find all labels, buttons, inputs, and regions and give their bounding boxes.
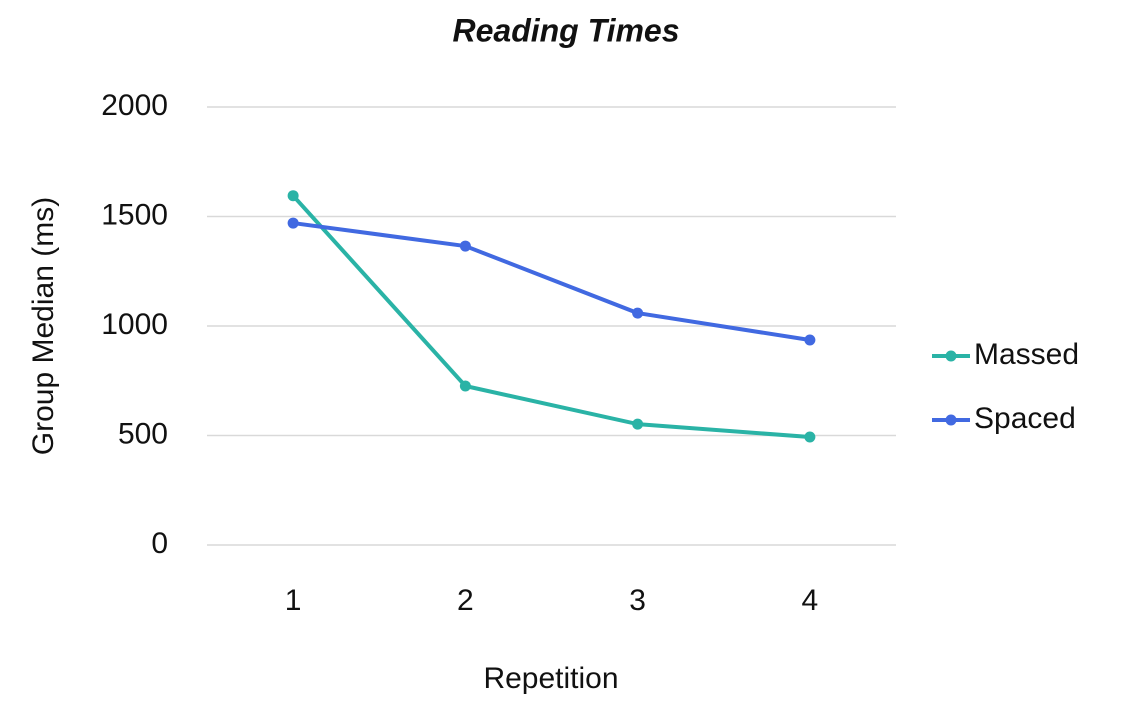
y-axis-title: Group Median (ms) [27,197,60,455]
point [287,190,299,202]
x-axis-title: Repetition [483,662,618,695]
x-tick-label: 1 [285,584,302,617]
x-tick-label: 4 [802,584,819,617]
series-line [291,194,811,440]
y-tick-label: 500 [118,417,168,450]
point [459,380,471,392]
y-tick-label: 1500 [101,198,168,231]
point [459,240,471,252]
legend-marker [945,414,957,426]
x-tick-label: 3 [629,584,646,617]
point [804,431,816,443]
series-line [292,221,811,342]
legend-label: Massed [974,338,1079,371]
chart-title: Reading Times [452,12,679,48]
point [632,307,644,319]
y-tick-label: 0 [151,527,168,560]
point [804,334,816,346]
y-tick-label: 1000 [101,308,168,341]
legend-label: Spaced [974,402,1076,435]
legend-marker [945,350,957,362]
x-tick-label: 2 [457,584,474,617]
point [632,418,644,430]
point [287,217,299,229]
y-tick-label: 2000 [101,89,168,122]
